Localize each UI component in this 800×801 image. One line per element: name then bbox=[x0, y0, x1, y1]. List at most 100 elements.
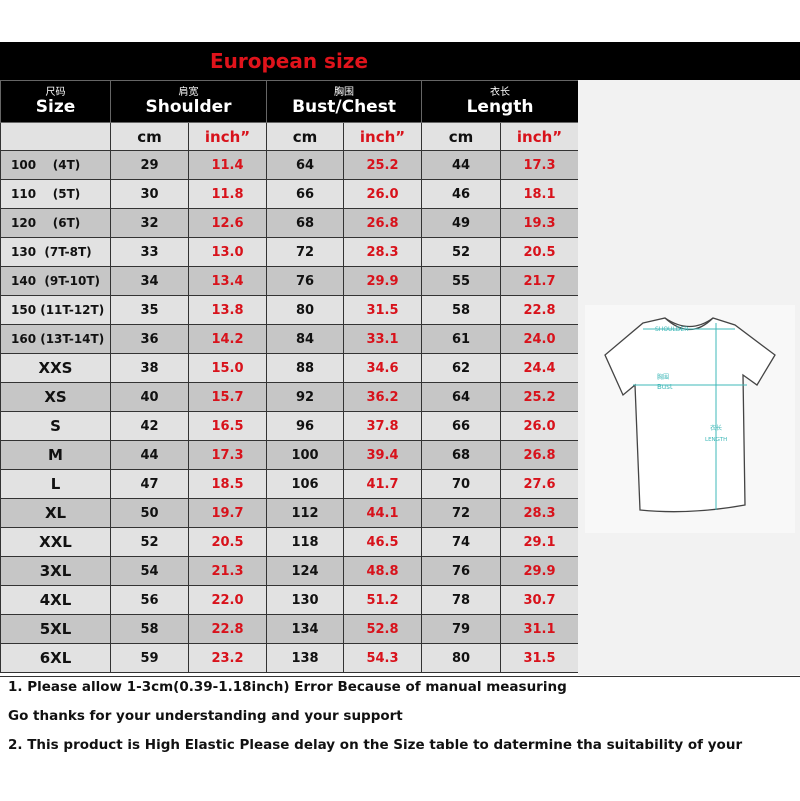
inch-cell: 28.3 bbox=[500, 498, 580, 528]
table-row: 100 (4T) 29 11.4 64 25.2 44 17.3 bbox=[0, 150, 580, 180]
inch-cell: 48.8 bbox=[343, 556, 423, 586]
inch-cell: 24.0 bbox=[500, 324, 580, 354]
cm-cell: 72 bbox=[421, 498, 502, 528]
inch-cell: 22.8 bbox=[187, 614, 268, 644]
cm-cell: 76 bbox=[421, 556, 502, 586]
cm-cell: 32 bbox=[110, 208, 189, 238]
inch-cell: 13.4 bbox=[187, 266, 268, 296]
table-row: 140 (9T-10T) 34 13.4 76 29.9 55 21.7 bbox=[0, 266, 580, 296]
size-cell: 150 (11T-12T) bbox=[0, 295, 111, 325]
inch-cell: 18.5 bbox=[187, 469, 268, 499]
cm-cell: 138 bbox=[266, 643, 345, 673]
cm-cell: 49 bbox=[421, 208, 502, 238]
cm-cell: 42 bbox=[110, 411, 189, 441]
cm-cell: 54 bbox=[110, 556, 189, 586]
inch-cell: 30.7 bbox=[500, 585, 580, 615]
cm-cell: 46 bbox=[421, 179, 502, 209]
inch-cell: 51.2 bbox=[343, 585, 423, 615]
bust-label: Bust bbox=[657, 383, 673, 391]
inch-cell: 13.0 bbox=[187, 237, 268, 267]
units-blank bbox=[0, 122, 111, 151]
inch-cell: 29.9 bbox=[500, 556, 580, 586]
size-cell: 3XL bbox=[0, 556, 111, 586]
inch-cell: 27.6 bbox=[500, 469, 580, 499]
cm-cell: 64 bbox=[421, 382, 502, 412]
cm-cell: 58 bbox=[421, 295, 502, 325]
inch-cell: 29.9 bbox=[343, 266, 423, 296]
size-cell: 130 (7T-8T) bbox=[0, 237, 111, 267]
cm-cell: 92 bbox=[266, 382, 345, 412]
size-cell: L bbox=[0, 469, 111, 499]
cm-cell: 59 bbox=[110, 643, 189, 673]
inch-cell: 15.0 bbox=[187, 353, 268, 383]
size-cell: XL bbox=[0, 498, 111, 528]
size-cell: 4XL bbox=[0, 585, 111, 615]
table-row: 4XL 56 22.0 130 51.2 78 30.7 bbox=[0, 585, 580, 615]
size-cell: S bbox=[0, 411, 111, 441]
cm-cell: 38 bbox=[110, 353, 189, 383]
size-cell: 140 (9T-10T) bbox=[0, 266, 111, 296]
cm-cell: 118 bbox=[266, 527, 345, 557]
cm-cell: 33 bbox=[110, 237, 189, 267]
title-bar-fill bbox=[578, 42, 800, 80]
inch-cell: 17.3 bbox=[187, 440, 268, 470]
inch-cell: 11.4 bbox=[187, 150, 268, 180]
cm-cell: 34 bbox=[110, 266, 189, 296]
cm-cell: 80 bbox=[421, 643, 502, 673]
header-size: 尺码 Size bbox=[0, 80, 111, 123]
cm-cell: 112 bbox=[266, 498, 345, 528]
inch-cell: 19.7 bbox=[187, 498, 268, 528]
cm-cell: 74 bbox=[421, 527, 502, 557]
inch-cell: 11.8 bbox=[187, 179, 268, 209]
inch-cell: 34.6 bbox=[343, 353, 423, 383]
bust-cn-label: 胸围 bbox=[657, 373, 669, 381]
cm-cell: 66 bbox=[421, 411, 502, 441]
unit-inch: inch” bbox=[343, 122, 423, 151]
cm-cell: 84 bbox=[266, 324, 345, 354]
table-row: 5XL 58 22.8 134 52.8 79 31.1 bbox=[0, 614, 580, 644]
cm-cell: 100 bbox=[266, 440, 345, 470]
cm-cell: 80 bbox=[266, 295, 345, 325]
inch-cell: 46.5 bbox=[343, 527, 423, 557]
inch-cell: 23.2 bbox=[187, 643, 268, 673]
unit-cm: cm bbox=[421, 122, 502, 151]
table-row: 130 (7T-8T) 33 13.0 72 28.3 52 20.5 bbox=[0, 237, 580, 267]
shoulder-label: SHOULDER bbox=[655, 326, 688, 333]
notes-section: 1. Please allow 1-3cm(0.39-1.18inch) Err… bbox=[0, 676, 800, 801]
inch-cell: 26.8 bbox=[500, 440, 580, 470]
cm-cell: 134 bbox=[266, 614, 345, 644]
inch-cell: 31.5 bbox=[500, 643, 580, 673]
table-row: 120 (6T) 32 12.6 68 26.8 49 19.3 bbox=[0, 208, 580, 238]
inch-cell: 14.2 bbox=[187, 324, 268, 354]
cm-cell: 29 bbox=[110, 150, 189, 180]
inch-cell: 31.5 bbox=[343, 295, 423, 325]
unit-inch: inch” bbox=[187, 122, 268, 151]
cm-cell: 36 bbox=[110, 324, 189, 354]
cm-cell: 50 bbox=[110, 498, 189, 528]
size-cell: M bbox=[0, 440, 111, 470]
inch-cell: 52.8 bbox=[343, 614, 423, 644]
inch-cell: 17.3 bbox=[500, 150, 580, 180]
table-row: 150 (11T-12T) 35 13.8 80 31.5 58 22.8 bbox=[0, 295, 580, 325]
table-row: 160 (13T-14T) 36 14.2 84 33.1 61 24.0 bbox=[0, 324, 580, 354]
size-table: 尺码 Size 肩宽 Shoulder 胸围 Bust/Chest 衣长 Length … bbox=[0, 80, 580, 673]
length-label: LENGTH bbox=[705, 437, 727, 443]
inch-cell: 19.3 bbox=[500, 208, 580, 238]
inch-cell: 15.7 bbox=[187, 382, 268, 412]
table-row: XXS 38 15.0 88 34.6 62 24.4 bbox=[0, 353, 580, 383]
table-row: XL 50 19.7 112 44.1 72 28.3 bbox=[0, 498, 580, 528]
cm-cell: 76 bbox=[266, 266, 345, 296]
header-row: 尺码 Size 肩宽 Shoulder 胸围 Bust/Chest 衣长 Length bbox=[0, 80, 580, 123]
table-row: 110 (5T) 30 11.8 66 26.0 46 18.1 bbox=[0, 179, 580, 209]
cm-cell: 124 bbox=[266, 556, 345, 586]
size-cell: 110 (5T) bbox=[0, 179, 111, 209]
cm-cell: 44 bbox=[110, 440, 189, 470]
inch-cell: 22.8 bbox=[500, 295, 580, 325]
inch-cell: 21.3 bbox=[187, 556, 268, 586]
inch-cell: 37.8 bbox=[343, 411, 423, 441]
inch-cell: 26.0 bbox=[500, 411, 580, 441]
size-cell: XXS bbox=[0, 353, 111, 383]
table-row: L 47 18.5 106 41.7 70 27.6 bbox=[0, 469, 580, 499]
cm-cell: 70 bbox=[421, 469, 502, 499]
cm-cell: 56 bbox=[110, 585, 189, 615]
